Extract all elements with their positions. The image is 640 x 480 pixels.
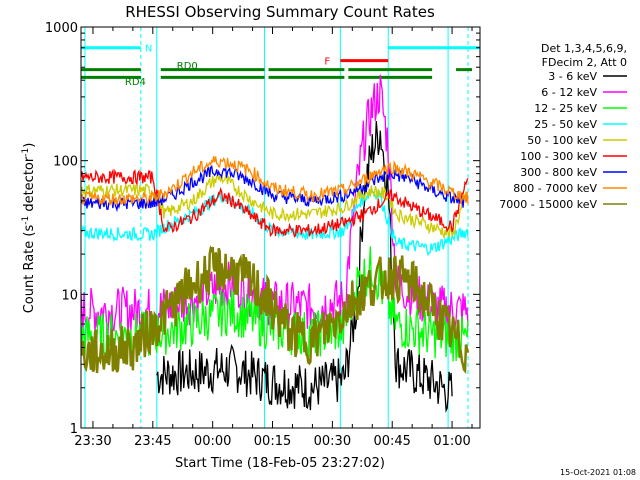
plot-frame [80,26,481,429]
legend-header-line: Det 1,3,4,5,6,9, [541,42,627,55]
chart-title: RHESSI Observing Summary Count Rates [125,3,435,21]
series-line-3-6-kev [156,120,453,413]
x-axis-label: Start Time (18-Feb-05 23:27:02) [175,456,385,471]
series-line-800-7000-kev [81,156,469,206]
legend: Det 1,3,4,5,6,9,FDecim 2, Att 03 - 6 keV… [499,42,627,211]
series-line-50-100-kev [81,174,468,240]
annotation-rd4: RD4 [125,77,146,88]
y-tick-label: 100 [53,155,78,170]
annotation-rd0: RD0 [177,61,198,72]
x-tick-label: 00:45 [373,434,410,449]
x-tick-label: 00:00 [194,434,231,449]
x-tick-label: 23:30 [74,434,111,449]
footer-timestamp: 15-Oct-2021 01:08 [560,468,636,477]
x-tick-label: 23:45 [134,434,171,449]
legend-label-6-12-kev: 6 - 12 keV [541,86,597,99]
legend-label-50-100-kev: 50 - 100 keV [527,134,597,147]
x-tick-label: 00:15 [254,434,291,449]
bar-annotations: N RD0 RD4 F [125,44,331,88]
legend-header-line: FDecim 2, Att 0 [542,56,627,69]
legend-label-25-50-kev: 25 - 50 keV [534,118,597,131]
y-axis-label: Count Rate (s-1 detector-1) [21,143,37,314]
legend-label-3-6-kev: 3 - 6 keV [548,70,597,83]
x-tick-label: 00:30 [314,434,351,449]
mode-indicator-bars [81,46,480,79]
mode-boundary-lines [84,27,469,428]
annotation-f: F [324,57,330,68]
y-tick-label: 1000 [45,21,78,36]
legend-label-12-25-kev: 12 - 25 keV [534,102,597,115]
x-tick-label: 01:00 [433,434,470,449]
y-tick-label: 10 [61,288,78,303]
x-axis-ticks: 23:30 23:45 00:00 00:15 00:30 00:45 01:00 [74,27,473,449]
series-lines [81,74,470,413]
y-axis-ticks: 1 10 100 1000 [45,21,480,437]
y-tick-label: 1 [70,422,78,437]
legend-label-7000-15000-kev: 7000 - 15000 keV [499,198,597,211]
legend-label-100-300-kev: 100 - 300 keV [520,150,597,163]
legend-label-800-7000-kev: 800 - 7000 keV [513,182,597,195]
series-line-300-800-kev [81,164,469,213]
series-line-7000-15000-kev [81,245,470,374]
legend-label-300-800-kev: 300 - 800 keV [520,166,597,179]
series-line-100-300-kev [81,168,469,238]
annotation-n: N [145,44,152,55]
